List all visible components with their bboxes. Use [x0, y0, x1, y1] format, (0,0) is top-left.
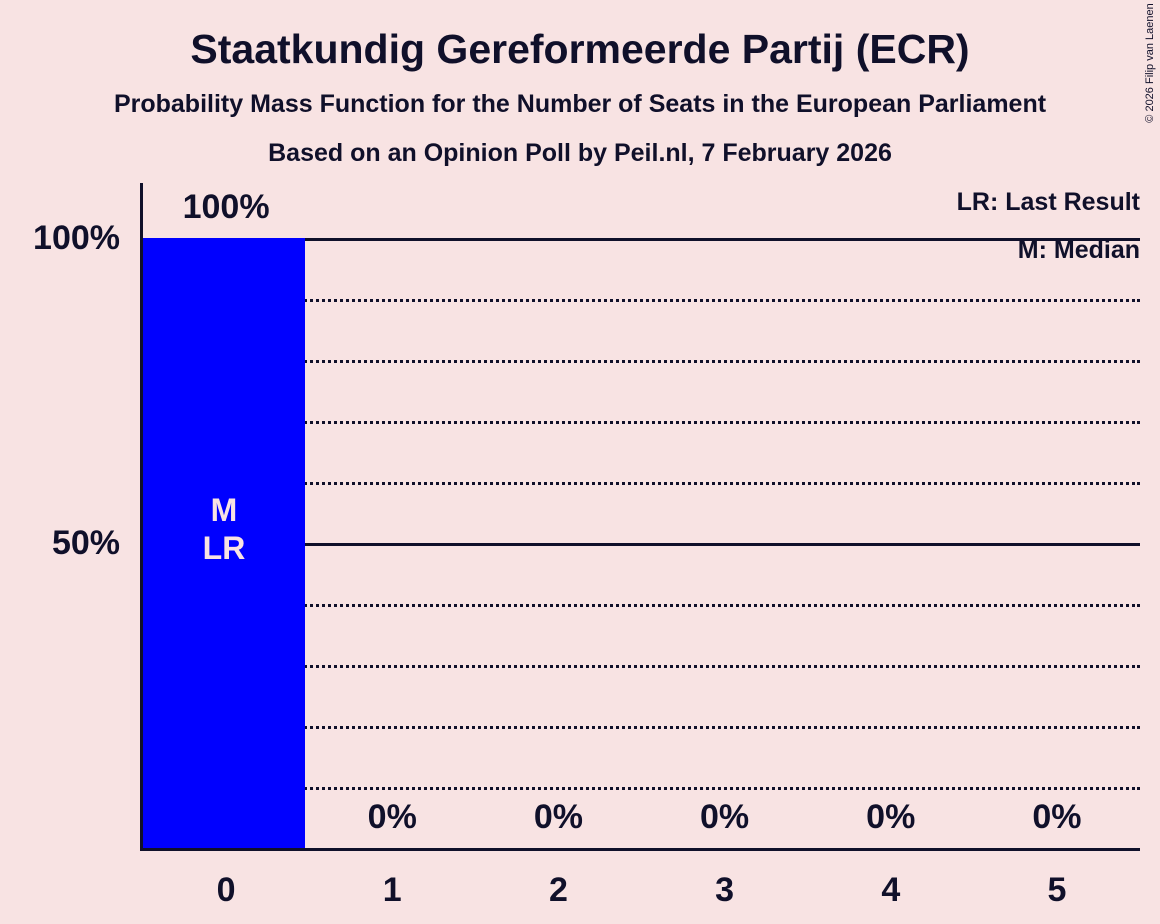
x-tick-label-1: 1 — [382, 871, 402, 909]
x-tick-label-5: 5 — [1047, 871, 1067, 909]
page-title: Staatkundig Gereformeerde Partij (ECR) — [190, 26, 970, 72]
chart-source-line: Based on an Opinion Poll by Peil.nl, 7 F… — [268, 139, 892, 167]
annotation-line: LR — [202, 530, 246, 567]
legend-item-median: M: Median — [1017, 236, 1140, 264]
bar-value-label-seat-3: 0% — [700, 798, 750, 836]
bar-value-label-seat-5: 0% — [1032, 798, 1082, 836]
x-tick-label-2: 2 — [548, 871, 568, 909]
x-axis — [140, 848, 1140, 851]
legend: LR: Last Result M: Median — [957, 178, 1140, 274]
chart-subtitle: Probability Mass Function for the Number… — [113, 90, 1047, 118]
gridline-30pct — [143, 665, 1140, 668]
bar-value-label-seat-4: 0% — [866, 798, 916, 836]
gridline-40pct — [143, 604, 1140, 607]
gridline-10pct — [143, 787, 1140, 790]
bar-value-label-seat-0: 100% — [182, 188, 270, 226]
legend-item-last-result: LR: Last Result — [956, 188, 1140, 216]
copyright-notice: © 2026 Filip van Laenen — [1144, 3, 1156, 123]
bar-seat-0: M LR — [143, 238, 305, 848]
gridline-90pct — [143, 299, 1140, 302]
x-axis-tick-labels: 0 1 2 3 4 5 — [143, 868, 1140, 912]
gridline-50pct — [143, 543, 1140, 546]
y-tick-label-50: 50% — [51, 524, 120, 562]
gridline-60pct — [143, 482, 1140, 485]
bar-value-label-seat-2: 0% — [533, 798, 583, 836]
gridline-80pct — [143, 360, 1140, 363]
plot-area: M LR 100% 0% 0% 0% 0% 0% — [143, 188, 1140, 848]
x-tick-label-3: 3 — [715, 871, 735, 909]
gridline-20pct — [143, 726, 1140, 729]
gridline-70pct — [143, 421, 1140, 424]
gridline-100pct — [143, 238, 1140, 241]
y-axis — [140, 183, 143, 851]
y-tick-label-100: 100% — [33, 219, 120, 257]
x-tick-label-4: 4 — [881, 871, 901, 909]
x-tick-label-0: 0 — [216, 871, 236, 909]
median-last-result-label: M LR — [143, 491, 305, 567]
bar-value-label-seat-1: 0% — [367, 798, 417, 836]
y-axis-labels: 100% 50% — [0, 221, 120, 848]
annotation-line: M — [210, 492, 238, 529]
